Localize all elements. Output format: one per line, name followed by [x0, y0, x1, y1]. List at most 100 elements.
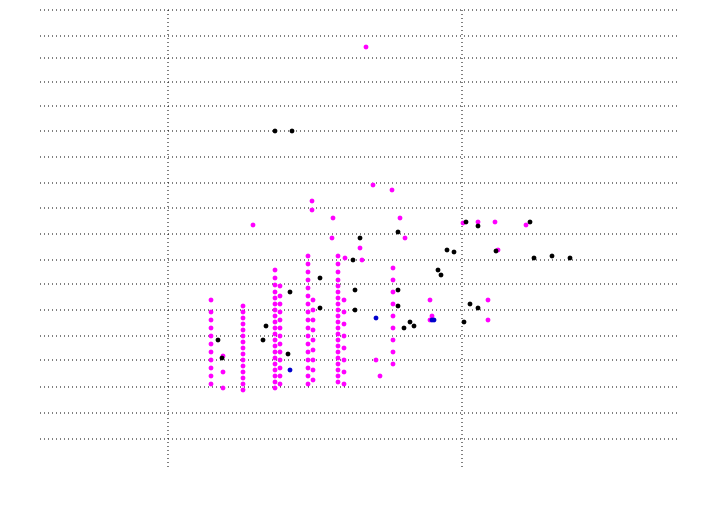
scatter-point-magenta — [209, 298, 214, 303]
scatter-point-magenta — [336, 374, 341, 379]
scatter-point-magenta — [391, 278, 396, 283]
scatter-point-black — [396, 304, 401, 309]
scatter-point-magenta — [209, 318, 214, 323]
scatter-point-magenta — [342, 322, 347, 327]
scatter-point-black — [220, 356, 225, 361]
scatter-point-magenta — [273, 308, 278, 313]
scatter-point-magenta — [342, 298, 347, 303]
scatter-point-magenta — [306, 334, 311, 339]
chart-svg — [0, 0, 716, 514]
scatter-point-magenta — [336, 380, 341, 385]
scatter-point-magenta — [391, 314, 396, 319]
scatter-point-magenta — [336, 350, 341, 355]
scatter-point-black — [318, 306, 323, 311]
scatter-point-magenta — [241, 322, 246, 327]
scatter-point-magenta — [278, 318, 283, 323]
scatter-point-magenta — [241, 340, 246, 345]
scatter-point-magenta — [336, 368, 341, 373]
scatter-point-black — [528, 220, 533, 225]
scatter-point-magenta — [336, 308, 341, 313]
scatter-point-magenta — [273, 296, 278, 301]
scatter-point-magenta — [273, 320, 278, 325]
scatter-point-magenta — [241, 328, 246, 333]
scatter-point-magenta — [273, 362, 278, 367]
scatter-point-magenta — [336, 296, 341, 301]
scatter-point-magenta — [428, 298, 433, 303]
scatter-point-black — [261, 338, 266, 343]
scatter-point-magenta — [493, 220, 498, 225]
scatter-point-magenta — [336, 254, 341, 259]
scatter-point-magenta — [273, 326, 278, 331]
scatter-point-black — [464, 220, 469, 225]
scatter-point-magenta — [241, 376, 246, 381]
scatter-point-magenta — [342, 370, 347, 375]
scatter-point-black — [273, 129, 278, 134]
scatter-point-magenta — [209, 342, 214, 347]
scatter-point-magenta — [273, 374, 278, 379]
scatter-point-magenta — [241, 370, 246, 375]
scatter-point-black — [290, 129, 295, 134]
scatter-point-black — [358, 236, 363, 241]
scatter-point-magenta — [306, 342, 311, 347]
scatter-point-magenta — [273, 283, 278, 288]
scatter-point-black — [550, 254, 555, 259]
scatter-point-magenta — [311, 338, 316, 343]
scatter-point-magenta — [273, 302, 278, 307]
scatter-point-magenta — [336, 356, 341, 361]
scatter-chart — [0, 0, 716, 514]
scatter-point-magenta — [221, 386, 226, 391]
scatter-point-black — [452, 250, 457, 255]
scatter-point-magenta — [306, 318, 311, 323]
scatter-point-magenta — [336, 262, 341, 267]
scatter-point-black — [439, 273, 444, 278]
scatter-point-black — [408, 320, 413, 325]
scatter-point-magenta — [306, 374, 311, 379]
scatter-point-magenta — [336, 270, 341, 275]
scatter-point-black — [436, 268, 441, 273]
scatter-point-magenta — [251, 223, 256, 228]
scatter-point-black — [402, 326, 407, 331]
scatter-point-magenta — [273, 386, 278, 391]
scatter-point-black — [396, 230, 401, 235]
scatter-point-magenta — [209, 358, 214, 363]
scatter-point-magenta — [306, 382, 311, 387]
scatter-point-magenta — [273, 338, 278, 343]
scatter-point-black — [286, 352, 291, 357]
scatter-point-black — [216, 338, 221, 343]
scatter-point-magenta — [209, 334, 214, 339]
scatter-point-magenta — [311, 318, 316, 323]
scatter-point-magenta — [486, 298, 491, 303]
scatter-point-magenta — [342, 346, 347, 351]
scatter-point-magenta — [273, 368, 278, 373]
scatter-point-magenta — [336, 320, 341, 325]
scatter-point-magenta — [278, 366, 283, 371]
scatter-point-magenta — [209, 366, 214, 371]
scatter-point-magenta — [306, 270, 311, 275]
scatter-point-magenta — [241, 352, 246, 357]
scatter-point-magenta — [336, 338, 341, 343]
scatter-point-magenta — [306, 286, 311, 291]
scatter-point-magenta — [278, 294, 283, 299]
scatter-point-blue — [374, 316, 379, 321]
scatter-point-magenta — [273, 314, 278, 319]
scatter-point-blue — [288, 368, 293, 373]
scatter-point-magenta — [278, 374, 283, 379]
scatter-point-magenta — [306, 262, 311, 267]
scatter-point-magenta — [273, 268, 278, 273]
scatter-point-black — [264, 324, 269, 329]
scatter-point-magenta — [306, 326, 311, 331]
scatter-point-black — [412, 324, 417, 329]
scatter-point-magenta — [330, 236, 335, 241]
scatter-point-magenta — [390, 188, 395, 193]
scatter-point-magenta — [336, 278, 341, 283]
scatter-point-magenta — [311, 308, 316, 313]
scatter-point-magenta — [336, 362, 341, 367]
scatter-point-magenta — [278, 350, 283, 355]
scatter-point-magenta — [273, 344, 278, 349]
scatter-point-magenta — [311, 378, 316, 383]
scatter-point-magenta — [306, 254, 311, 259]
scatter-point-magenta — [378, 374, 383, 379]
scatter-point-magenta — [306, 278, 311, 283]
scatter-point-magenta — [342, 358, 347, 363]
scatter-point-magenta — [273, 332, 278, 337]
